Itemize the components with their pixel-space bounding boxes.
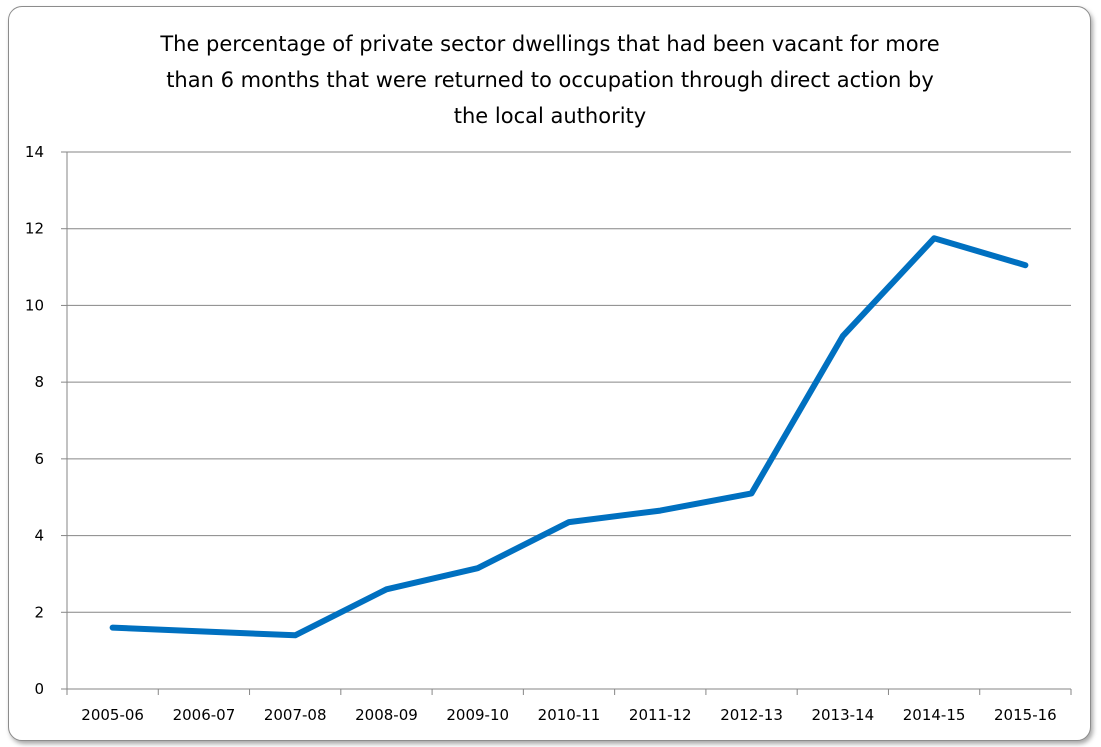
data-point xyxy=(203,630,205,632)
x-tick-label: 2008-09 xyxy=(355,706,418,724)
data-point xyxy=(659,510,661,512)
chart-frame xyxy=(8,6,1091,741)
data-point xyxy=(1024,264,1026,266)
axes xyxy=(61,151,1072,695)
x-tick-label: 2005-06 xyxy=(81,706,144,724)
y-tick-label: 8 xyxy=(34,373,44,391)
y-tick-label: 10 xyxy=(25,296,44,314)
y-tick-label: 0 xyxy=(34,680,44,698)
series-line-0 xyxy=(109,235,1029,639)
x-tick-label: 2013-14 xyxy=(811,706,874,724)
data-point xyxy=(477,567,479,569)
data-point xyxy=(385,588,387,590)
x-tick-label: 2010-11 xyxy=(538,706,601,724)
chart-title-line-2: than 6 months that were returned to occu… xyxy=(166,68,934,92)
data-point xyxy=(933,237,935,239)
x-tick-label: 2011-12 xyxy=(629,706,692,724)
x-tick-label: 2007-08 xyxy=(264,706,327,724)
data-point xyxy=(568,521,570,523)
chart-title-line-1: The percentage of private sector dwellin… xyxy=(160,32,940,56)
y-tick-label: 14 xyxy=(25,143,44,161)
data-point xyxy=(294,634,296,636)
y-tick-label: 12 xyxy=(25,220,44,238)
y-tick-label: 6 xyxy=(34,450,44,468)
x-axis-tick-labels: 2005-06 2006-07 2007-08 2008-09 2009-10 2010-… xyxy=(81,706,1056,724)
x-tick-label: 2006-07 xyxy=(173,706,236,724)
x-tick-label: 2015-16 xyxy=(994,706,1057,724)
data-point xyxy=(751,492,753,494)
x-tick-label: 2012-13 xyxy=(720,706,783,724)
gridlines xyxy=(67,151,1071,613)
x-tick-label: 2014-15 xyxy=(903,706,966,724)
chart-title: The percentage of private sector dwellin… xyxy=(100,26,1000,134)
y-tick-label: 4 xyxy=(34,527,44,545)
data-point xyxy=(842,335,844,337)
x-tick-label: 2009-10 xyxy=(446,706,509,724)
y-tick-label: 2 xyxy=(34,603,44,621)
series xyxy=(109,235,1029,639)
y-axis-tick-labels: 0 2 4 6 8 10 12 14 xyxy=(25,143,44,698)
chart-title-line-3: the local authority xyxy=(453,104,647,128)
data-point xyxy=(112,627,114,629)
